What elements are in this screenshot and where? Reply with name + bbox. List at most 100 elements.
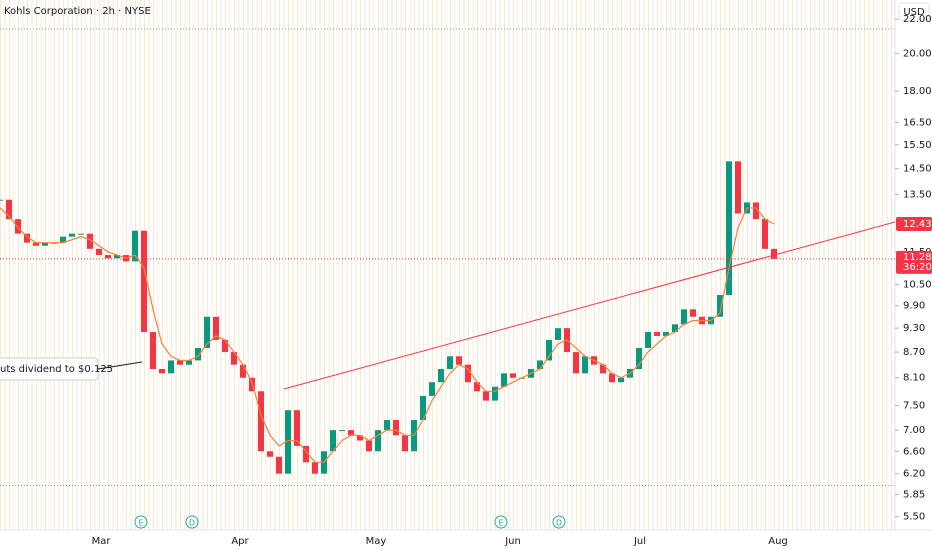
candle: [267, 451, 273, 457]
currency[interactable]: USD: [903, 7, 925, 18]
candle: [375, 430, 381, 452]
ma-price-box: [896, 217, 932, 232]
candle: [429, 382, 435, 396]
candle: [15, 219, 21, 234]
candle: [312, 462, 318, 474]
candle: [735, 161, 741, 214]
candle: [726, 161, 732, 295]
candle: [384, 420, 390, 431]
x-tick-label: Jun: [504, 536, 521, 547]
candle: [438, 368, 444, 383]
candle: [348, 430, 354, 436]
y-tick-label: 10.50: [903, 280, 932, 291]
candle: [645, 332, 651, 348]
candle: [303, 445, 309, 463]
y-tick-label: 9.30: [903, 323, 925, 334]
candle: [672, 324, 678, 333]
candle: [402, 435, 408, 452]
chart-title: Kohls Corporation · 2h · NYSE: [4, 6, 151, 17]
candle: [492, 386, 498, 401]
ma-price-label: 12.43: [903, 219, 932, 230]
candle: [78, 233, 84, 235]
x-tick-label: Aug: [768, 536, 788, 547]
candle: [231, 352, 237, 365]
candle: [573, 352, 579, 374]
candle: [366, 440, 372, 452]
candle: [177, 360, 183, 365]
y-tick-label: 7.00: [903, 425, 925, 436]
candle: [24, 233, 30, 243]
y-tick-label: 7.50: [903, 400, 925, 411]
last-price-box: [896, 250, 932, 274]
y-tick-label: 9.90: [903, 301, 925, 312]
event-marker[interactable]: [134, 515, 148, 529]
candle: [240, 364, 246, 378]
y-tick-label: 5.50: [903, 512, 925, 523]
y-tick-label: 20.00: [903, 48, 932, 59]
y-tick-label: 8.10: [903, 373, 925, 384]
candle: [186, 360, 192, 365]
candle: [294, 410, 300, 446]
candle: [762, 219, 768, 249]
event-label: D: [189, 519, 195, 528]
candle: [60, 236, 66, 243]
trendline: [283, 221, 896, 390]
candle: [195, 347, 201, 361]
candle: [150, 332, 156, 369]
countdown: 36:20: [903, 262, 932, 273]
event-marker[interactable]: [494, 515, 508, 529]
x-tick-label: Jul: [633, 536, 646, 547]
candle: [96, 248, 102, 256]
y-tick-label: 13.50: [903, 189, 932, 200]
x-tick-label: May: [366, 536, 387, 547]
candle: [663, 332, 669, 336]
y-tick-label: 6.20: [903, 469, 925, 480]
y-tick-label: 5.85: [903, 490, 925, 501]
candle: [357, 435, 363, 441]
candle: [393, 420, 399, 436]
session-shading: [0, 0, 895, 530]
annotation-arrow: [97, 361, 143, 370]
event-marker[interactable]: [185, 515, 199, 529]
candle: [330, 430, 336, 452]
event-label: D: [556, 519, 562, 528]
candle: [168, 360, 174, 374]
moving-average: [0, 207, 775, 463]
candle: [474, 382, 480, 392]
candle: [483, 391, 489, 401]
candle: [285, 410, 291, 474]
candle: [87, 233, 93, 249]
candle: [753, 202, 759, 220]
x-tick-label: Mar: [92, 536, 112, 547]
event-label: E: [498, 519, 503, 528]
x-tick-label: Apr: [231, 536, 249, 547]
candle: [537, 360, 543, 369]
candle: [510, 373, 516, 378]
candle: [6, 199, 12, 220]
candle: [465, 364, 471, 383]
candle: [33, 242, 39, 246]
y-tick-label: 15.50: [903, 140, 932, 151]
candle: [69, 233, 75, 237]
candle: [276, 456, 282, 474]
last-price-label: 11.28: [903, 252, 932, 263]
y-tick-label: 6.60: [903, 446, 925, 457]
event-marker[interactable]: [552, 515, 566, 529]
candle: [159, 368, 165, 374]
y-tick-label: 22.00: [903, 14, 932, 25]
candle: [204, 316, 210, 348]
candle: [447, 356, 453, 369]
y-tick-label: 16.50: [903, 117, 932, 128]
candle: [222, 339, 228, 353]
event-label: E: [138, 519, 143, 528]
candle: [114, 255, 120, 259]
candle: [105, 255, 111, 259]
candle: [249, 377, 255, 392]
candle: [600, 364, 606, 374]
candle: [636, 347, 642, 369]
currency-button[interactable]: [898, 2, 930, 21]
candle: [681, 309, 687, 325]
candle: [555, 328, 561, 340]
candle: [0, 199, 3, 201]
